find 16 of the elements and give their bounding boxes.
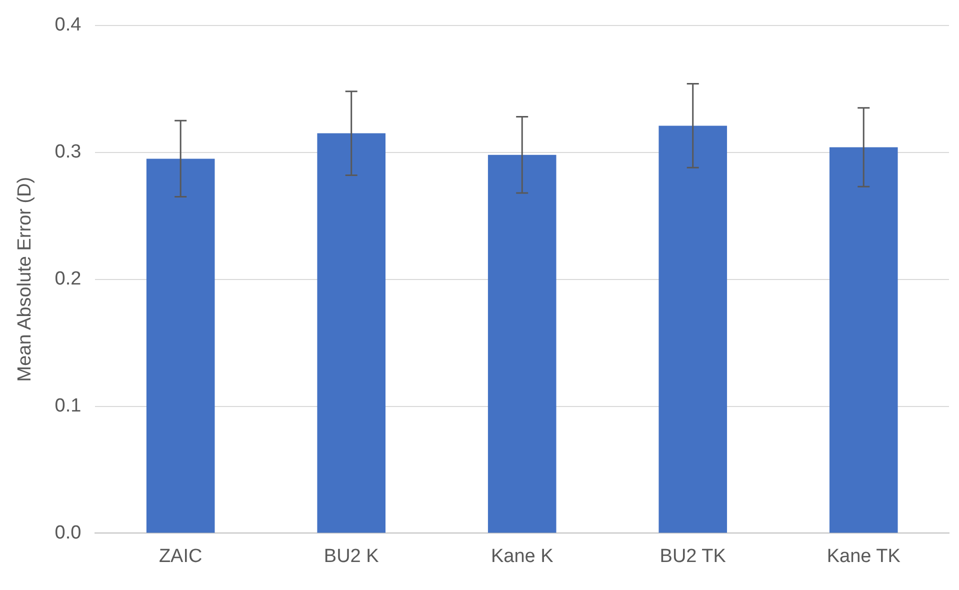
y-tick-label: 0.4 — [54, 14, 82, 36]
bar — [488, 154, 556, 533]
bar — [146, 158, 215, 533]
y-tick-label: 0.0 — [54, 522, 82, 544]
bar — [829, 147, 898, 533]
y-tick-label: 0.2 — [54, 268, 82, 290]
x-tick-label: BU2 K — [324, 546, 380, 567]
x-tick-label: Kane K — [490, 546, 554, 567]
y-tick-label: 0.3 — [54, 142, 82, 163]
x-tick-label: Kane TK — [826, 546, 901, 567]
x-tick-label: BU2 TK — [660, 546, 726, 567]
bar — [317, 133, 386, 533]
y-tick-label: 0.1 — [54, 395, 82, 416]
y-axis-title: Mean Absolute Error (D) — [14, 176, 36, 382]
x-tick-label: ZAIC — [158, 546, 202, 567]
bar — [658, 126, 728, 533]
